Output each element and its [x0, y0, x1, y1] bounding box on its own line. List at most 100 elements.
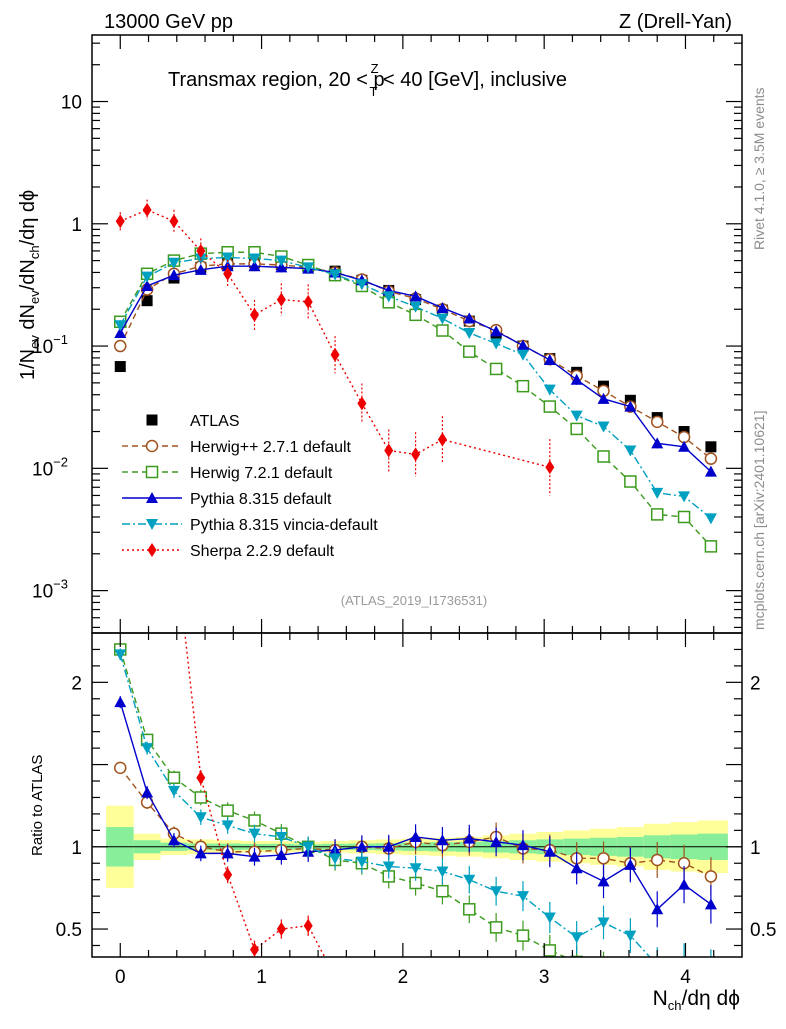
ratio-point-pythia	[704, 898, 717, 910]
ratio-point-sherpa	[223, 867, 233, 882]
ratio-point-pythia	[543, 845, 556, 857]
legend-label: Pythia 8.315 default	[190, 491, 332, 508]
data-point-pythia	[167, 269, 180, 281]
data-point-sherpa	[276, 292, 286, 307]
data-point-atlas	[624, 394, 636, 406]
data-point-vincia	[329, 269, 342, 281]
x-tick-label: 1	[256, 967, 267, 988]
legend-marker-sherpa	[147, 543, 157, 557]
data-point-vincia	[516, 349, 529, 361]
series-line-vincia	[119, 256, 712, 519]
ratio-line-herwig7	[119, 649, 567, 957]
ratio-point-pythia	[624, 858, 637, 870]
plot-frames	[91, 34, 743, 958]
ratio-point-pythia	[248, 850, 261, 862]
legend-marker-herwigpp	[145, 439, 159, 453]
ratio-point-vincia	[275, 831, 288, 843]
data-point-pythia	[463, 312, 476, 324]
ratio-point-sherpa	[357, 988, 366, 1002]
ratio-plot-frame	[91, 632, 743, 958]
data-point-vincia	[463, 327, 476, 339]
ratio-point-sherpa	[143, 100, 152, 114]
ratio-tick-label: 2	[71, 673, 82, 694]
ratio-point-herwig7	[194, 791, 208, 804]
legend-label: Sherpa 2.2.9 default	[190, 543, 335, 560]
series-main-sherpa	[115, 199, 555, 496]
ratio-point-pythia	[490, 835, 503, 847]
x-tick-label: 4	[680, 967, 691, 988]
ratio-point-herwigpp	[597, 852, 610, 865]
data-point-pythia	[704, 465, 717, 477]
ratio-point-pythia	[141, 786, 154, 798]
ratio-point-pythia	[516, 839, 529, 851]
series-ratio-sherpa	[143, 100, 447, 1004]
data-point-herwig7	[597, 450, 610, 463]
legend-entry-sherpa: Sherpa 2.2.9 default	[122, 543, 335, 560]
y-axis-label-ratio: Ratio to ATLAS	[29, 755, 46, 856]
ratio-point-sherpa	[276, 922, 286, 937]
data-point-vincia	[490, 338, 503, 350]
y-tick-label: 10−1	[32, 332, 68, 358]
series-main-vincia	[114, 252, 717, 525]
ratio-point-vincia	[436, 866, 449, 878]
data-point-herwig7	[436, 324, 449, 337]
ratio-point-sherpa	[169, 527, 178, 541]
y-tick-label: 10−2	[32, 454, 68, 480]
ratio-point-vincia	[705, 964, 717, 975]
data-point-sherpa	[545, 460, 555, 475]
y-tick-label: 10	[61, 93, 82, 114]
data-point-pythia	[543, 353, 556, 365]
data-point-sherpa	[196, 243, 206, 258]
data-point-vincia	[651, 487, 664, 499]
data-point-pythia	[651, 437, 664, 449]
data-point-herwig7	[489, 362, 503, 376]
data-point-vincia	[114, 320, 127, 332]
data-point-pythia	[516, 339, 529, 351]
data-point-sherpa	[303, 294, 313, 309]
ratio-point-herwig7	[516, 929, 530, 942]
ratio-point-herwigpp	[650, 853, 664, 867]
data-point-pythia	[570, 373, 583, 385]
ratio-point-sherpa	[438, 990, 447, 1004]
data-point-pythia	[624, 400, 637, 412]
ratio-point-pythia	[678, 878, 691, 890]
data-point-herwig7	[516, 379, 530, 393]
data-point-vincia	[167, 257, 180, 269]
axis-tick-labels: 0 1 2 3 4 10 1 10−1 10−2 10−3 2 1 0.5 2 1 0.5	[32, 93, 776, 988]
ratio-point-herwig7	[463, 903, 476, 916]
ratio-point-vincia	[141, 743, 154, 755]
data-point-vincia	[275, 255, 288, 267]
ratio-point-pythia	[409, 830, 422, 842]
analysis-id: (ATLAS_2019_I1736531)	[341, 593, 487, 608]
data-point-sherpa	[330, 347, 340, 362]
ratio-point-herwig7	[489, 921, 503, 934]
legend-label: Pythia 8.315 vincia-default	[190, 517, 378, 534]
ratio-point-herwig7	[167, 771, 181, 784]
ratio-tick-label-right: 0.5	[750, 920, 776, 941]
data-point-herwig7	[624, 475, 637, 488]
ratio-point-herwig7	[598, 963, 609, 974]
ratio-line-vincia	[119, 654, 651, 957]
data-point-pythia	[409, 290, 422, 302]
ratio-point-herwig7	[543, 944, 557, 957]
series-ratio-vincia	[114, 648, 717, 975]
legend-entry-vincia: Pythia 8.315 vincia-default	[122, 517, 378, 534]
data-point-pythia	[597, 392, 610, 404]
ratio-point-herwig7	[436, 884, 449, 898]
ratio-point-herwigpp	[704, 870, 718, 883]
ratio-point-pythia	[382, 840, 395, 852]
legend-entry-atlas: ATLAS	[146, 413, 240, 430]
data-point-vincia	[624, 445, 637, 457]
data-point-sherpa	[169, 214, 179, 229]
y-tick-label: 1	[71, 215, 82, 236]
data-point-vincia	[543, 384, 556, 396]
data-point-pythia	[275, 261, 288, 273]
data-point-sherpa	[142, 202, 152, 217]
data-point-herwig7	[704, 540, 718, 553]
ratio-point-herwig7	[652, 975, 663, 986]
data-point-herwig7	[650, 508, 664, 521]
ratio-point-pythia	[463, 832, 476, 844]
panel-title: Transmax region, 20 < pZ T < 40 [GeV], in…	[168, 61, 567, 99]
data-point-sherpa	[357, 396, 367, 411]
ratio-point-herwigpp	[114, 761, 127, 775]
